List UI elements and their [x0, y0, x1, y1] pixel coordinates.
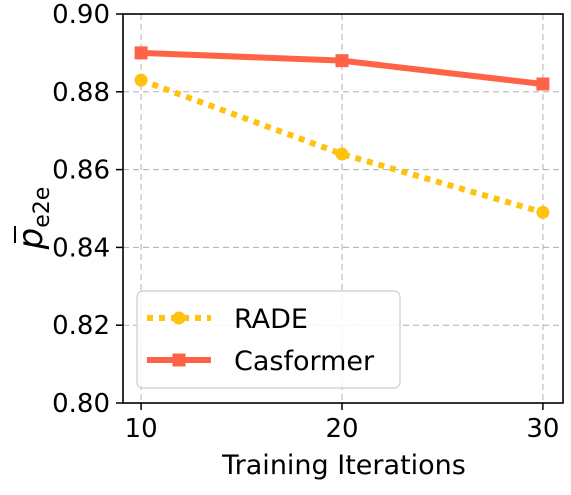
legend-marker-rade [172, 311, 186, 325]
data-point-casformer [335, 54, 349, 68]
data-point-casformer [134, 46, 148, 60]
y-tick-label: 0.84 [52, 233, 110, 263]
y-axis-label-main: p [11, 228, 51, 251]
data-point-casformer [536, 77, 550, 91]
data-point-rade [134, 73, 148, 87]
legend-item-casformer: Casformer [147, 346, 375, 377]
y-axis-label-sub: e2e [30, 187, 55, 228]
plot-frame [122, 13, 564, 404]
data-point-rade [335, 147, 349, 161]
legend-marker-casformer [172, 353, 186, 367]
legend-box [136, 290, 401, 389]
svg-text:pe2e: pe2e [11, 187, 55, 251]
legend: RADE Casformer [136, 290, 401, 389]
axis-ticks: 0.80 0.82 0.84 0.86 0.88 0.90 10 20 30 [52, 0, 559, 444]
series-layer [134, 46, 550, 219]
legend-item-rade: RADE [147, 304, 308, 335]
y-tick-label: 0.86 [52, 156, 110, 186]
legend-label-casformer: Casformer [234, 346, 375, 377]
y-tick-label: 0.88 [52, 78, 110, 108]
y-axis-label: pe2e [11, 187, 55, 251]
y-tick-label: 0.80 [52, 389, 110, 419]
y-tick-label: 0.82 [52, 311, 110, 341]
x-tick-label: 10 [125, 414, 158, 444]
x-tick-label: 20 [325, 414, 358, 444]
x-tick-label: 30 [526, 414, 559, 444]
data-point-rade [536, 205, 550, 219]
legend-label-rade: RADE [234, 304, 308, 335]
y-tick-label: 0.90 [52, 0, 110, 30]
x-axis-label: Training Iterations [221, 450, 466, 481]
series-line-rade [140, 77, 544, 216]
